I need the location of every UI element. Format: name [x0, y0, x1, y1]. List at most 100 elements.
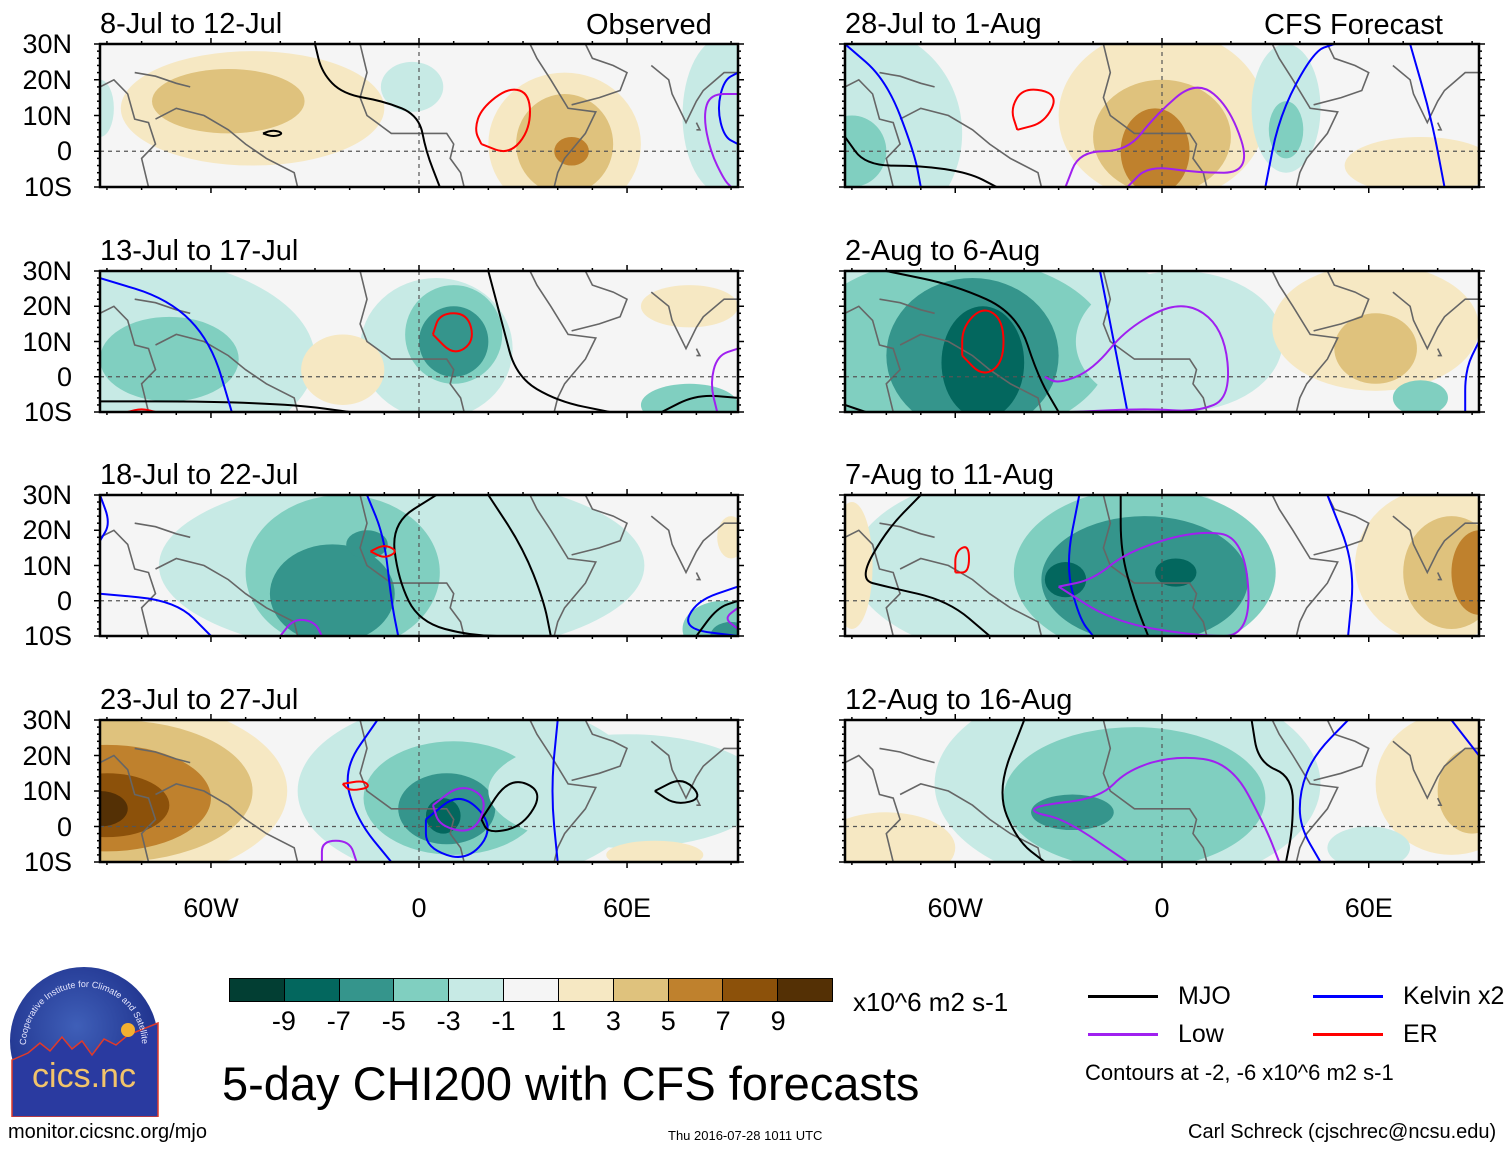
x-tick-label: 60E: [603, 893, 652, 923]
coastline: [650, 740, 738, 800]
colorbar-tick-label: -7: [326, 1006, 351, 1036]
legend-item-er: ER: [1313, 1020, 1438, 1049]
forecast-label: CFS Forecast: [1264, 9, 1443, 41]
contour-low: [320, 839, 358, 862]
anomaly-region: [606, 840, 704, 862]
legend-label-low: Low: [1178, 1020, 1224, 1048]
colorbar-swatch: [339, 979, 395, 1001]
coastline: [695, 797, 702, 806]
contour-low: [1058, 531, 1250, 636]
anomaly-region: [301, 334, 385, 405]
coastline: [155, 783, 299, 862]
coastline: [899, 783, 1043, 862]
contour-kelvin: [1298, 720, 1349, 862]
map-panel: [839, 265, 1485, 418]
panel-title: 18-Jul to 22-Jul: [100, 459, 299, 491]
colorbar-swatch: [504, 979, 559, 1001]
coastline: [155, 107, 299, 187]
contour-mjo: [1119, 495, 1150, 636]
coastline: [879, 71, 935, 88]
contour-kelvin: [1067, 495, 1094, 636]
colorbar-tick-label: 9: [770, 1006, 786, 1036]
contour-er: [370, 545, 396, 558]
contour-er: [1011, 88, 1055, 131]
site-url-link[interactable]: monitor.cicsnc.org/mjo: [8, 1121, 207, 1143]
map-panel: [94, 38, 744, 193]
anomaly-region: [100, 79, 114, 137]
y-tick-label: 10N: [22, 100, 72, 131]
contour-kelvin: [366, 495, 400, 636]
contour-kelvin: [845, 44, 922, 187]
coastline: [1392, 291, 1479, 351]
coastline: [571, 495, 629, 556]
coastline: [899, 107, 1043, 187]
contour-mjo: [487, 495, 552, 636]
y-tick-label: 30N: [22, 256, 72, 286]
coastline: [134, 298, 191, 315]
contour-kelvin: [551, 720, 559, 862]
contour-mjo: [487, 271, 610, 412]
contour-mjo: [393, 495, 523, 636]
contour-mjo: [845, 136, 998, 187]
coastline: [134, 71, 191, 88]
contour-mjo: [1250, 720, 1294, 862]
contour-kelvin: [1326, 495, 1354, 636]
anomaly-region: [941, 306, 1025, 412]
y-tick-label: 10S: [23, 172, 72, 202]
legend-item-low: Low: [1088, 1020, 1224, 1049]
coastline: [899, 333, 1043, 412]
anomaly-region: [682, 44, 738, 187]
contour-low: [1064, 86, 1246, 187]
coastline: [650, 291, 738, 351]
colorbar-tick-label: 3: [605, 1006, 621, 1036]
legend-label-kelvin: Kelvin x2: [1403, 982, 1505, 1010]
y-tick-label: 20N: [22, 64, 72, 95]
coastline: [1436, 572, 1443, 581]
contour-er: [961, 309, 1005, 374]
contour-low: [711, 347, 738, 412]
anomaly-region: [1003, 727, 1266, 862]
anomaly-region: [1120, 108, 1190, 187]
y-tick-label: 30N: [22, 705, 72, 735]
coastline: [650, 64, 738, 125]
colorbar-swatch: [778, 979, 832, 1001]
legend-line-mjo: [1088, 995, 1158, 998]
y-tick-label: 20N: [22, 291, 72, 322]
contour-er: [431, 312, 473, 353]
contour-note: Contours at -2, -6 x10^6 m2 s-1: [1085, 1060, 1394, 1085]
x-tick-label: 60W: [927, 893, 984, 923]
y-tick-label: 10N: [22, 776, 72, 806]
coastline: [529, 271, 598, 412]
legend-line-kelvin: [1313, 995, 1383, 998]
panel-title: 12-Aug to 16-Aug: [845, 684, 1073, 716]
coastline: [571, 720, 629, 782]
map-panel: [94, 489, 744, 642]
contour-mjo: [262, 129, 283, 138]
coastline: [845, 78, 902, 187]
anomaly-region: [269, 544, 395, 636]
contour-kelvin: [100, 592, 212, 636]
anomaly-region: [1327, 826, 1411, 862]
contour-mjo: [314, 44, 441, 187]
legend-item-mjo: MJO: [1088, 982, 1231, 1011]
coastline: [879, 522, 935, 539]
anomaly-region: [845, 115, 887, 187]
anomaly-region: [488, 734, 738, 848]
y-tick-label: 0: [56, 361, 72, 392]
contour-mjo: [654, 780, 699, 804]
coastline: [529, 720, 598, 862]
panel-title: 28-Jul to 1-Aug: [845, 8, 1042, 40]
anomaly-region: [640, 285, 738, 328]
anomaly-region: [346, 530, 388, 559]
colorbar-swatch: [668, 979, 724, 1001]
anomaly-region: [1334, 313, 1417, 384]
contour-kelvin: [100, 277, 233, 412]
x-tick-label: 0: [1154, 893, 1170, 923]
contour-kelvin: [1099, 271, 1129, 412]
logo-wordmark: cics.nc: [32, 1057, 136, 1095]
colorbar-units: x10^6 m2 s-1: [853, 987, 1009, 1017]
coastline: [155, 557, 299, 636]
x-tick-label: 0: [411, 893, 427, 923]
